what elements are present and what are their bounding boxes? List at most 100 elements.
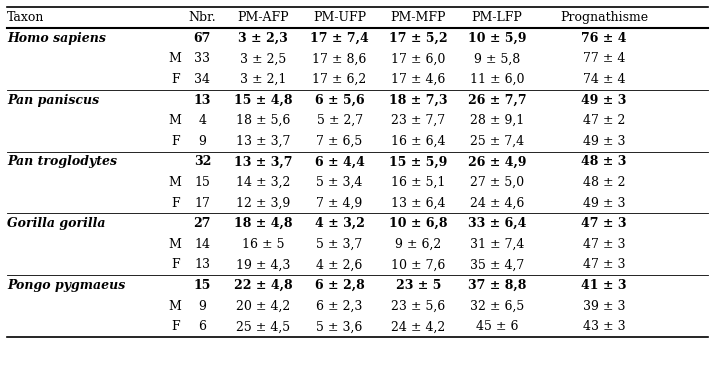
Text: 7 ± 4,9: 7 ± 4,9 (317, 197, 363, 210)
Text: 4: 4 (198, 114, 207, 127)
Text: M: M (169, 52, 182, 66)
Text: 14 ± 3,2: 14 ± 3,2 (236, 176, 290, 189)
Text: 13 ± 6,4: 13 ± 6,4 (391, 197, 445, 210)
Text: 17 ± 4,6: 17 ± 4,6 (391, 73, 445, 86)
Text: 4 ± 3,2: 4 ± 3,2 (315, 217, 365, 230)
Text: 67: 67 (194, 32, 211, 45)
Text: 34: 34 (194, 73, 210, 86)
Text: 47 ± 2: 47 ± 2 (583, 114, 626, 127)
Text: PM-UFP: PM-UFP (313, 11, 366, 24)
Text: 5 ± 3,6: 5 ± 3,6 (317, 320, 363, 333)
Text: 10 ± 6,8: 10 ± 6,8 (389, 217, 448, 230)
Text: 13: 13 (194, 258, 210, 272)
Text: 3 ± 2,3: 3 ± 2,3 (238, 32, 288, 45)
Text: 45 ± 6: 45 ± 6 (475, 320, 518, 333)
Text: 5 ± 3,4: 5 ± 3,4 (317, 176, 363, 189)
Text: 26 ± 4,9: 26 ± 4,9 (468, 155, 526, 169)
Text: 47 ± 3: 47 ± 3 (581, 217, 627, 230)
Text: 13 ± 3,7: 13 ± 3,7 (234, 155, 292, 169)
Text: 49 ± 3: 49 ± 3 (581, 93, 627, 107)
Text: 17: 17 (194, 197, 210, 210)
Text: 11 ± 6,0: 11 ± 6,0 (470, 73, 524, 86)
Text: 43 ± 3: 43 ± 3 (583, 320, 626, 333)
Text: Homo sapiens: Homo sapiens (7, 32, 106, 45)
Text: 49 ± 3: 49 ± 3 (583, 135, 626, 148)
Text: 7 ± 6,5: 7 ± 6,5 (317, 135, 363, 148)
Text: 13 ± 3,7: 13 ± 3,7 (236, 135, 290, 148)
Text: 49 ± 3: 49 ± 3 (583, 197, 626, 210)
Text: 6 ± 4,4: 6 ± 4,4 (315, 155, 365, 169)
Text: M: M (169, 300, 182, 313)
Text: 3 ± 2,1: 3 ± 2,1 (240, 73, 286, 86)
Text: F: F (171, 73, 179, 86)
Text: Pan paniscus: Pan paniscus (7, 93, 99, 107)
Text: PM-MFP: PM-MFP (390, 11, 446, 24)
Text: 4 ± 2,6: 4 ± 2,6 (317, 258, 363, 272)
Text: 17 ± 8,6: 17 ± 8,6 (312, 52, 367, 66)
Text: 9 ± 5,8: 9 ± 5,8 (474, 52, 520, 66)
Text: 41 ± 3: 41 ± 3 (581, 279, 627, 292)
Text: 15: 15 (194, 176, 210, 189)
Text: 74 ± 4: 74 ± 4 (583, 73, 626, 86)
Text: 18 ± 5,6: 18 ± 5,6 (236, 114, 290, 127)
Text: 48 ± 3: 48 ± 3 (581, 155, 627, 169)
Text: 47 ± 3: 47 ± 3 (583, 258, 626, 272)
Text: 6 ± 2,3: 6 ± 2,3 (317, 300, 363, 313)
Text: 17 ± 6,0: 17 ± 6,0 (391, 52, 445, 66)
Text: 32 ± 6,5: 32 ± 6,5 (470, 300, 524, 313)
Text: Pan troglodytes: Pan troglodytes (7, 155, 117, 169)
Text: 5 ± 3,7: 5 ± 3,7 (317, 238, 363, 251)
Text: 23 ± 5,6: 23 ± 5,6 (391, 300, 445, 313)
Text: Prognathisme: Prognathisme (560, 11, 649, 24)
Text: 31 ± 7,4: 31 ± 7,4 (470, 238, 524, 251)
Text: 35 ± 4,7: 35 ± 4,7 (470, 258, 524, 272)
Text: Gorilla gorilla: Gorilla gorilla (7, 217, 106, 230)
Text: 37 ± 8,8: 37 ± 8,8 (468, 279, 526, 292)
Text: 48 ± 2: 48 ± 2 (583, 176, 626, 189)
Text: 76 ± 4: 76 ± 4 (581, 32, 627, 45)
Text: 10 ± 7,6: 10 ± 7,6 (391, 258, 445, 272)
Text: 15: 15 (194, 279, 211, 292)
Text: 16 ± 6,4: 16 ± 6,4 (391, 135, 445, 148)
Text: F: F (171, 258, 179, 272)
Text: 17 ± 6,2: 17 ± 6,2 (312, 73, 367, 86)
Text: 20 ± 4,2: 20 ± 4,2 (236, 300, 290, 313)
Text: 27: 27 (194, 217, 211, 230)
Text: F: F (171, 197, 179, 210)
Text: 23 ± 7,7: 23 ± 7,7 (391, 114, 445, 127)
Text: 77 ± 4: 77 ± 4 (583, 52, 626, 66)
Text: 25 ± 4,5: 25 ± 4,5 (236, 320, 290, 333)
Text: PM-AFP: PM-AFP (237, 11, 289, 24)
Text: 25 ± 7,4: 25 ± 7,4 (470, 135, 524, 148)
Text: 24 ± 4,2: 24 ± 4,2 (391, 320, 445, 333)
Text: 15 ± 5,9: 15 ± 5,9 (389, 155, 448, 169)
Text: 5 ± 2,7: 5 ± 2,7 (317, 114, 363, 127)
Text: Pongo pygmaeus: Pongo pygmaeus (7, 279, 125, 292)
Text: 16 ± 5: 16 ± 5 (242, 238, 285, 251)
Text: 19 ± 4,3: 19 ± 4,3 (236, 258, 290, 272)
Text: 27 ± 5,0: 27 ± 5,0 (470, 176, 524, 189)
Text: 17 ± 5,2: 17 ± 5,2 (389, 32, 448, 45)
Text: 26 ± 7,7: 26 ± 7,7 (468, 93, 526, 107)
Text: 3 ± 2,5: 3 ± 2,5 (240, 52, 286, 66)
Text: M: M (169, 176, 182, 189)
Text: 33 ± 6,4: 33 ± 6,4 (468, 217, 526, 230)
Text: 15 ± 4,8: 15 ± 4,8 (234, 93, 292, 107)
Text: 16 ± 5,1: 16 ± 5,1 (391, 176, 445, 189)
Text: 6 ± 2,8: 6 ± 2,8 (315, 279, 365, 292)
Text: 14: 14 (194, 238, 210, 251)
Text: 32: 32 (194, 155, 211, 169)
Text: 22 ± 4,8: 22 ± 4,8 (234, 279, 292, 292)
Text: Taxon: Taxon (7, 11, 44, 24)
Text: 6 ± 5,6: 6 ± 5,6 (315, 93, 365, 107)
Text: 33: 33 (194, 52, 210, 66)
Text: 18 ± 4,8: 18 ± 4,8 (234, 217, 292, 230)
Text: 47 ± 3: 47 ± 3 (583, 238, 626, 251)
Text: 28 ± 9,1: 28 ± 9,1 (470, 114, 524, 127)
Text: 24 ± 4,6: 24 ± 4,6 (470, 197, 524, 210)
Text: 17 ± 7,4: 17 ± 7,4 (310, 32, 369, 45)
Text: 13: 13 (194, 93, 211, 107)
Text: 12 ± 3,9: 12 ± 3,9 (236, 197, 290, 210)
Text: F: F (171, 135, 179, 148)
Text: M: M (169, 238, 182, 251)
